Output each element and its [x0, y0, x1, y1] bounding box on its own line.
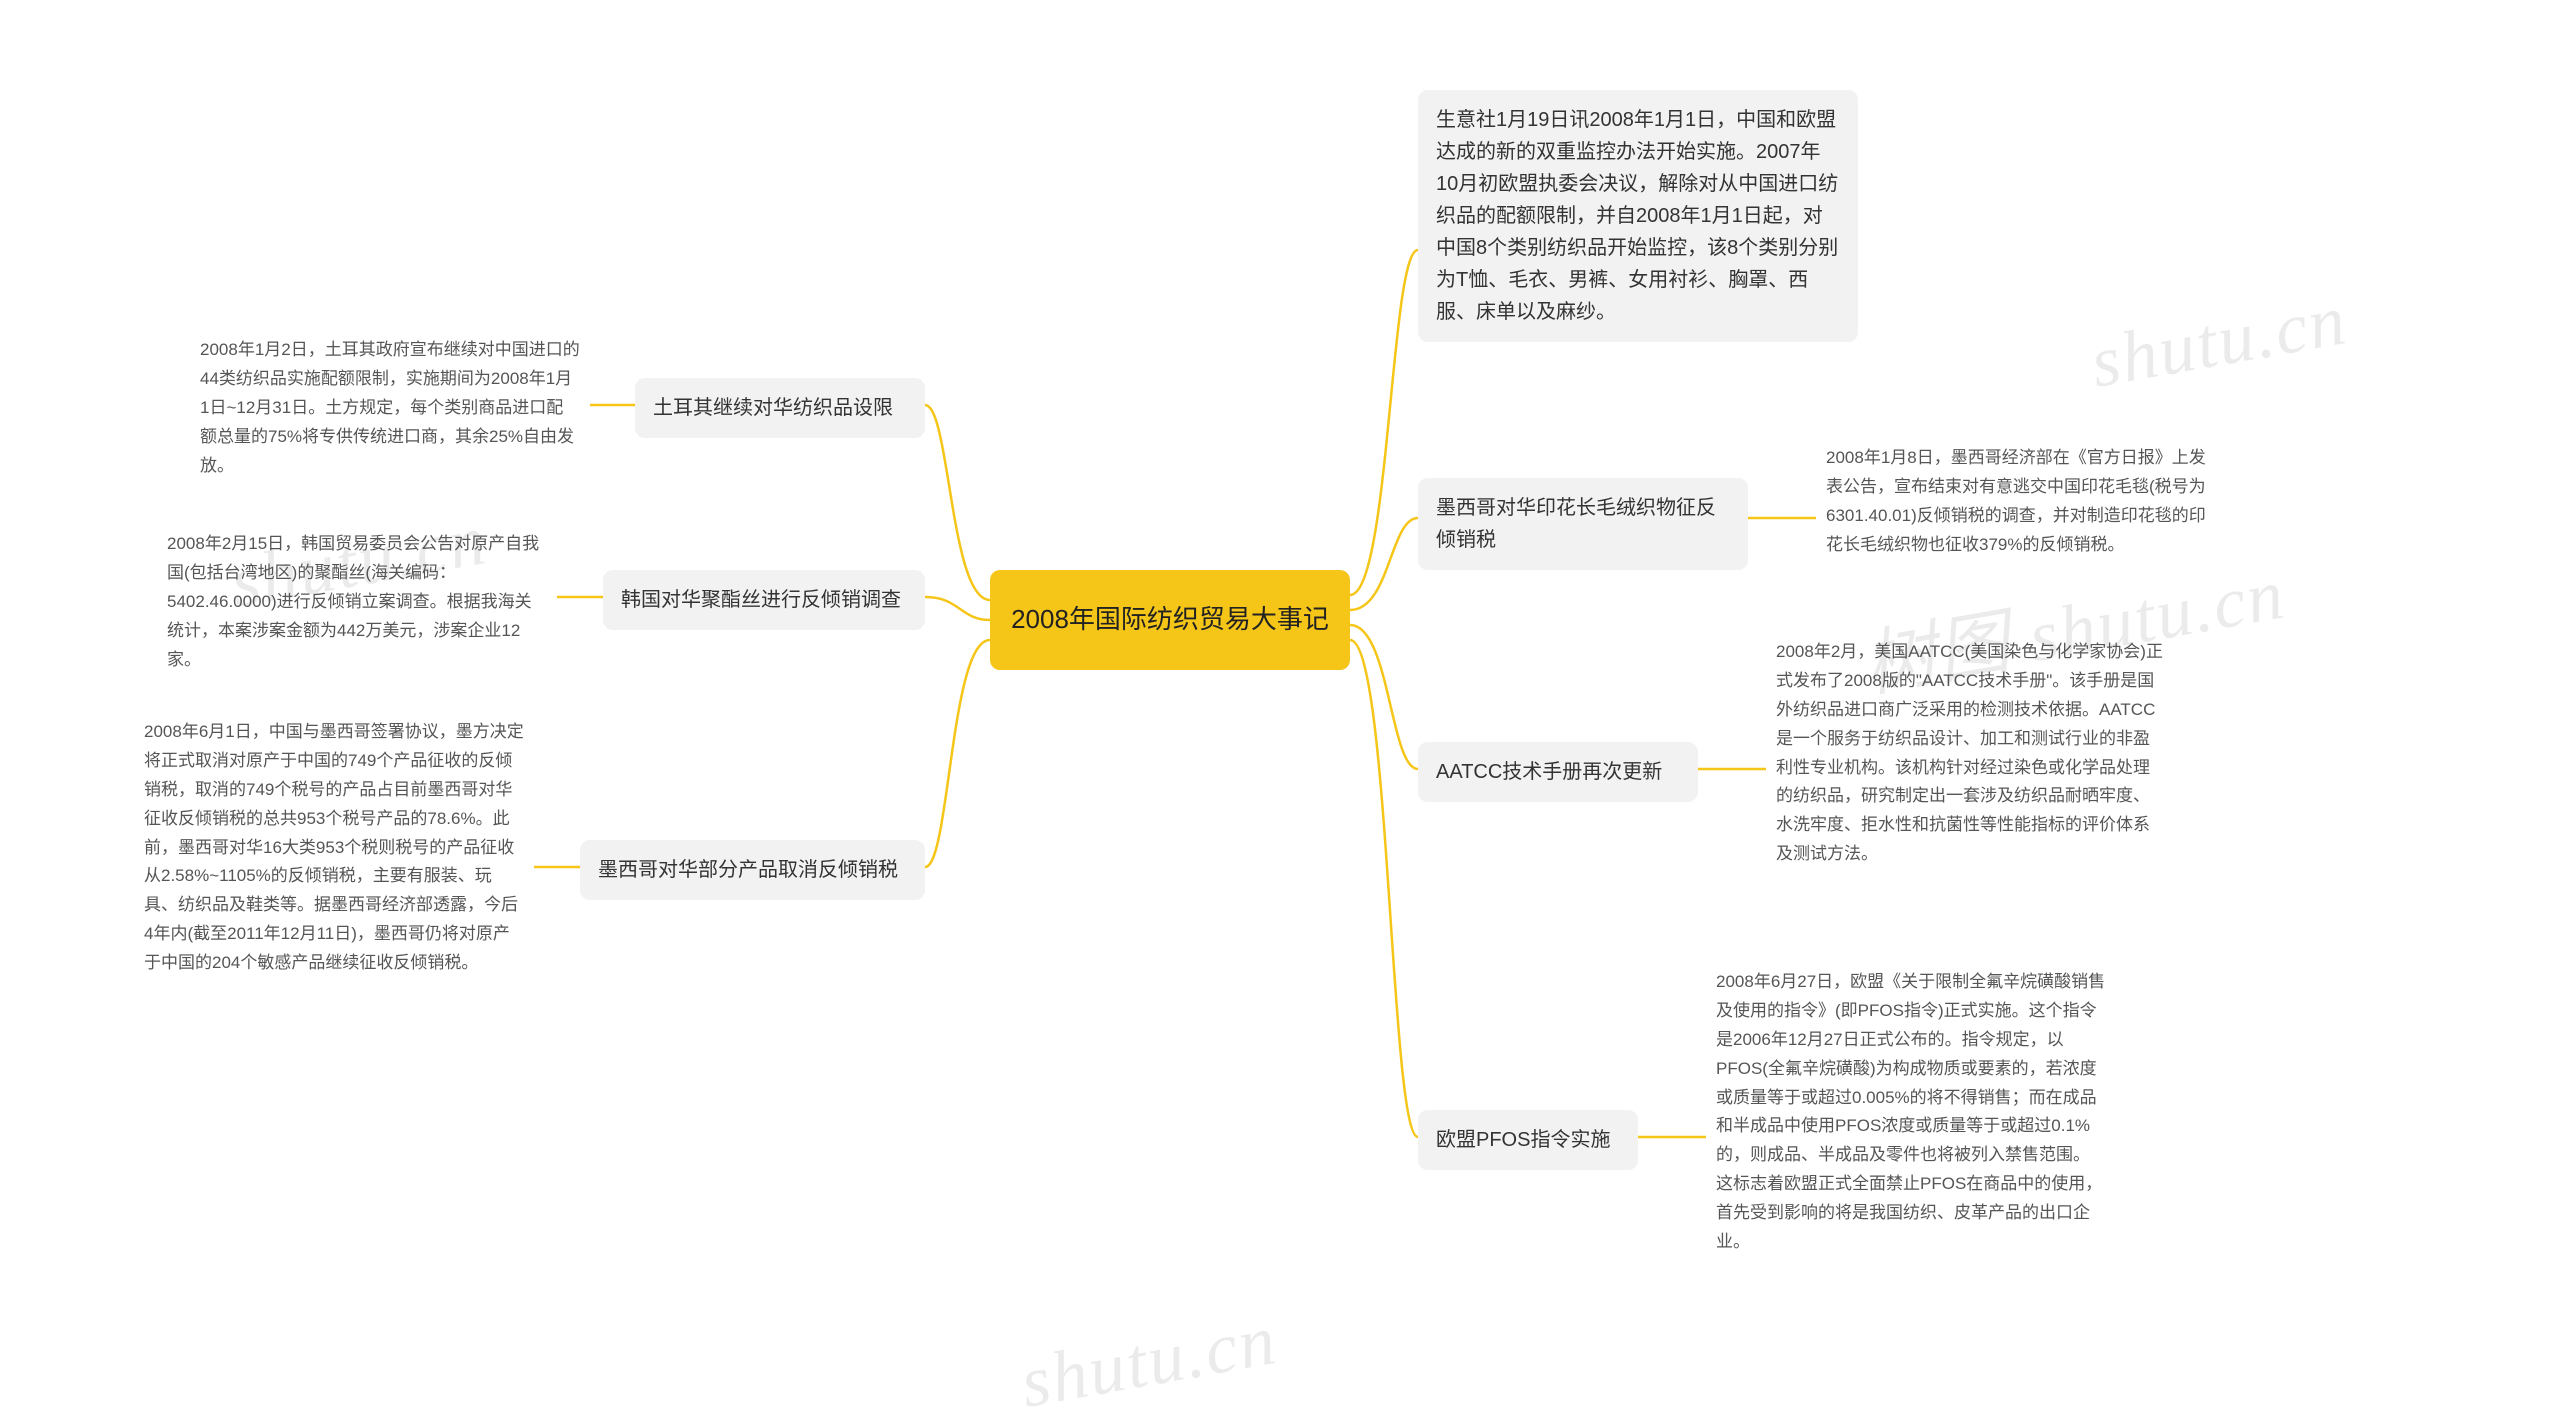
branch-right-3[interactable]: 欧盟PFOS指令实施 — [1418, 1110, 1638, 1170]
detail-right-2: 2008年2月，美国AATCC(美国染色与化学家协会)正式发布了2008版的"A… — [1766, 632, 2176, 875]
watermark: shutu.cn — [2085, 278, 2353, 405]
detail-right-3: 2008年6月27日，欧盟《关于限制全氟辛烷磺酸销售及使用的指令》(即PFOS指… — [1706, 962, 2116, 1263]
branch-left-2[interactable]: 墨西哥对华部分产品取消反倾销税 — [580, 840, 925, 900]
branch-right-0[interactable]: 生意社1月19日讯2008年1月1日，中国和欧盟达成的新的双重监控办法开始实施。… — [1418, 90, 1858, 342]
detail-left-0: 2008年1月2日，土耳其政府宣布继续对中国进口的44类纺织品实施配额限制，实施… — [190, 330, 590, 486]
connector-lines — [0, 0, 2560, 1408]
detail-left-1: 2008年2月15日，韩国贸易委员会公告对原产自我国(包括台湾地区)的聚酯丝(海… — [157, 524, 557, 680]
detail-right-1: 2008年1月8日，墨西哥经济部在《官方日报》上发表公告，宣布结束对有意逃交中国… — [1816, 438, 2226, 566]
mindmap-canvas: shutu.cn shutu.cn 树图 shutu.cn shutu.cn 2… — [0, 0, 2560, 1408]
branch-left-0[interactable]: 土耳其继续对华纺织品设限 — [635, 378, 925, 438]
branch-right-2[interactable]: AATCC技术手册再次更新 — [1418, 742, 1698, 802]
branch-left-1[interactable]: 韩国对华聚酯丝进行反倾销调查 — [603, 570, 925, 630]
watermark: shutu.cn — [1015, 1298, 1283, 1425]
detail-left-2: 2008年6月1日，中国与墨西哥签署协议，墨方决定将正式取消对原产于中国的749… — [134, 712, 534, 984]
center-topic[interactable]: 2008年国际纺织贸易大事记 — [990, 570, 1350, 670]
branch-right-1[interactable]: 墨西哥对华印花长毛绒织物征反倾销税 — [1418, 478, 1748, 570]
